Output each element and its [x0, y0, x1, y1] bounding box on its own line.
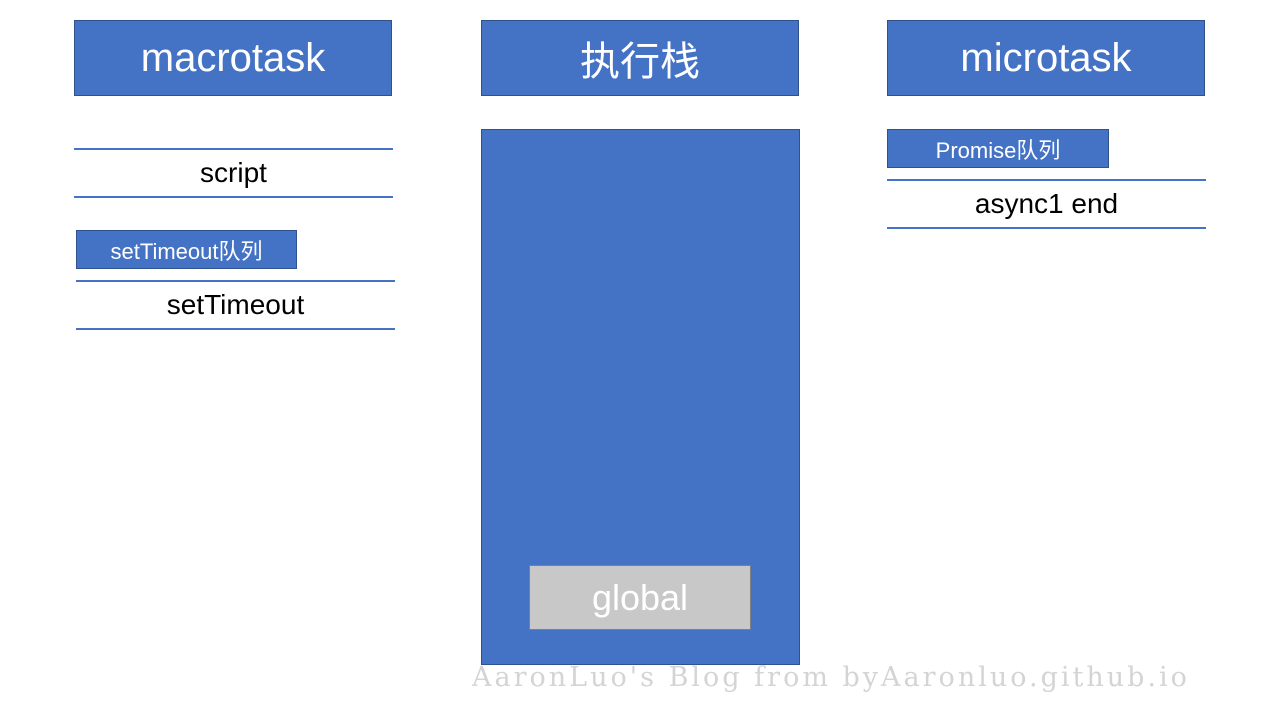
- stack-frame-global: global: [529, 565, 751, 630]
- promise-queue-label-text: Promise队列: [935, 137, 1061, 163]
- execution-stack-header: 执行栈: [481, 20, 799, 96]
- settimeout-queue-item-label: setTimeout: [166, 289, 305, 320]
- microtask-header: microtask: [887, 20, 1205, 96]
- settimeout-queue-label-text: setTimeout队列: [110, 238, 263, 264]
- promise-queue-item: async1 end: [887, 179, 1206, 229]
- macrotask-current-item-label: script: [200, 157, 267, 188]
- settimeout-queue-item: setTimeout: [76, 280, 395, 330]
- macrotask-header: macrotask: [74, 20, 392, 96]
- promise-queue-item-label: async1 end: [974, 188, 1119, 219]
- microtask-header-label: microtask: [960, 35, 1132, 80]
- promise-queue-label: Promise队列: [887, 129, 1109, 168]
- macrotask-current-item: script: [74, 148, 393, 198]
- watermark: AaronLuo's Blog from byAaronluo.github.i…: [472, 662, 1190, 693]
- execution-stack-header-label: 执行栈: [580, 40, 700, 84]
- stack-frame-global-label: global: [591, 576, 689, 618]
- settimeout-queue-label: setTimeout队列: [76, 230, 297, 269]
- macrotask-header-label: macrotask: [140, 35, 326, 80]
